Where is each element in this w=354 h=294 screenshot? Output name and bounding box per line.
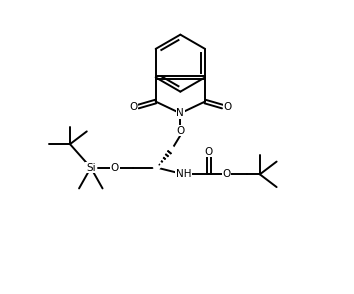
Text: O: O — [205, 146, 213, 156]
Text: O: O — [176, 126, 184, 136]
Text: O: O — [130, 102, 138, 112]
Text: N: N — [177, 108, 184, 118]
Text: O: O — [223, 102, 231, 112]
Text: NH: NH — [176, 169, 192, 179]
Text: O: O — [111, 163, 119, 173]
Text: Si: Si — [86, 163, 96, 173]
Text: O: O — [222, 169, 230, 179]
